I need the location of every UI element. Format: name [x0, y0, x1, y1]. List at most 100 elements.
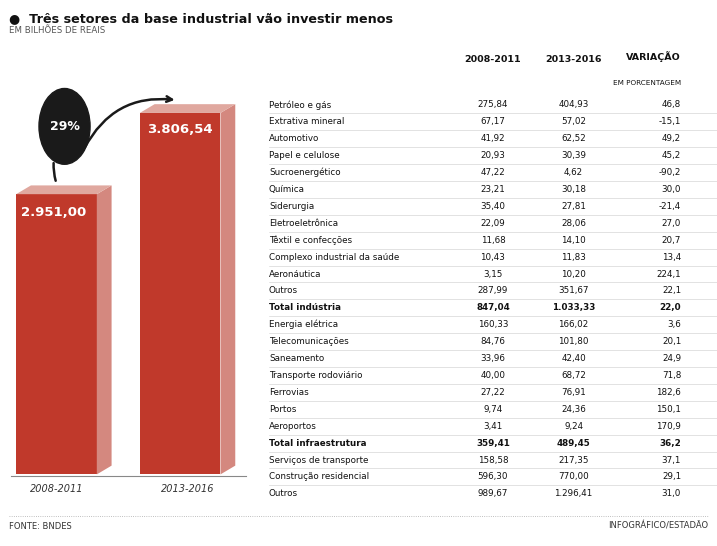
- Text: 11,83: 11,83: [561, 253, 586, 262]
- Text: 68,72: 68,72: [561, 371, 586, 380]
- Text: 45,2: 45,2: [662, 151, 681, 160]
- Polygon shape: [140, 113, 221, 474]
- Text: -90,2: -90,2: [659, 168, 681, 177]
- Text: 3,41: 3,41: [483, 422, 503, 431]
- Polygon shape: [221, 104, 235, 474]
- Text: Outros: Outros: [269, 287, 298, 295]
- Text: 49,2: 49,2: [662, 134, 681, 143]
- Text: 47,22: 47,22: [480, 168, 505, 177]
- Text: 2.951,00: 2.951,00: [21, 206, 87, 219]
- Text: 20,7: 20,7: [662, 236, 681, 245]
- Text: 847,04: 847,04: [476, 304, 510, 312]
- Text: 27,0: 27,0: [662, 219, 681, 228]
- Text: 30,0: 30,0: [662, 185, 681, 194]
- Text: EM PORCENTAGEM: EM PORCENTAGEM: [613, 80, 681, 86]
- Text: 57,02: 57,02: [561, 117, 586, 126]
- Text: 11,68: 11,68: [480, 236, 505, 245]
- Text: Portos: Portos: [269, 405, 296, 414]
- Text: Saneamento: Saneamento: [269, 354, 324, 363]
- Text: 84,76: 84,76: [480, 337, 505, 346]
- Text: 158,58: 158,58: [478, 455, 508, 465]
- Text: -21,4: -21,4: [659, 202, 681, 211]
- Text: Sucroenergético: Sucroenergético: [269, 168, 341, 177]
- Text: Energia elétrica: Energia elétrica: [269, 320, 338, 329]
- Text: 28,06: 28,06: [561, 219, 586, 228]
- Text: FONTE: BNDES: FONTE: BNDES: [9, 522, 72, 531]
- Text: Construção residencial: Construção residencial: [269, 472, 369, 482]
- Text: Petróleo e gás: Petróleo e gás: [269, 100, 331, 110]
- Text: Telecomunicações: Telecomunicações: [269, 337, 348, 346]
- Text: Siderurgia: Siderurgia: [269, 202, 314, 211]
- Text: 30,39: 30,39: [561, 151, 586, 160]
- Polygon shape: [16, 194, 97, 474]
- Polygon shape: [97, 186, 112, 474]
- Text: 23,21: 23,21: [480, 185, 505, 194]
- Text: 67,17: 67,17: [480, 117, 505, 126]
- Text: Outros: Outros: [269, 489, 298, 498]
- Text: Papel e celulose: Papel e celulose: [269, 151, 340, 160]
- Text: Complexo industrial da saúde: Complexo industrial da saúde: [269, 253, 399, 262]
- Polygon shape: [140, 104, 235, 113]
- Text: 3.806,54: 3.806,54: [147, 123, 213, 136]
- Text: 29%: 29%: [49, 120, 80, 133]
- Text: Química: Química: [269, 185, 305, 194]
- Text: Total indústria: Total indústria: [269, 304, 341, 312]
- Text: 2008-2011: 2008-2011: [29, 484, 83, 494]
- Polygon shape: [16, 186, 112, 194]
- Text: 359,41: 359,41: [476, 438, 510, 448]
- Text: 1.296,41: 1.296,41: [554, 489, 593, 498]
- Text: 27,22: 27,22: [480, 388, 505, 397]
- Text: 9,24: 9,24: [564, 422, 583, 431]
- Text: 46,8: 46,8: [662, 100, 681, 109]
- Text: Aeroportos: Aeroportos: [269, 422, 317, 431]
- Text: 22,09: 22,09: [480, 219, 505, 228]
- Text: 101,80: 101,80: [559, 337, 589, 346]
- Text: 224,1: 224,1: [657, 270, 681, 278]
- Text: Extrativa mineral: Extrativa mineral: [269, 117, 344, 126]
- Text: 217,35: 217,35: [559, 455, 589, 465]
- Text: Têxtil e confecções: Têxtil e confecções: [269, 235, 352, 245]
- Text: 42,40: 42,40: [561, 354, 586, 363]
- Text: 14,10: 14,10: [561, 236, 586, 245]
- Text: EM BILHÕES DE REAIS: EM BILHÕES DE REAIS: [9, 26, 105, 34]
- Text: 2008-2011: 2008-2011: [465, 55, 521, 64]
- Text: 596,30: 596,30: [478, 472, 508, 482]
- Text: Transporte rodoviário: Transporte rodoviário: [269, 371, 362, 380]
- Text: 20,93: 20,93: [480, 151, 505, 160]
- Text: 182,6: 182,6: [656, 388, 681, 397]
- Text: 36,2: 36,2: [660, 438, 681, 448]
- Text: 2013-2016: 2013-2016: [546, 55, 602, 64]
- Text: 24,9: 24,9: [662, 354, 681, 363]
- Text: 287,99: 287,99: [478, 287, 508, 295]
- Text: 30,18: 30,18: [561, 185, 586, 194]
- Text: 4,62: 4,62: [564, 168, 583, 177]
- Text: 40,00: 40,00: [480, 371, 505, 380]
- Text: 2013-2016: 2013-2016: [161, 484, 214, 494]
- Circle shape: [39, 88, 90, 164]
- Text: 989,67: 989,67: [478, 489, 508, 498]
- Text: 20,1: 20,1: [662, 337, 681, 346]
- Text: Ferrovias: Ferrovias: [269, 388, 308, 397]
- Text: 150,1: 150,1: [656, 405, 681, 414]
- Text: 404,93: 404,93: [559, 100, 589, 109]
- Text: 489,45: 489,45: [556, 438, 591, 448]
- Text: 24,36: 24,36: [561, 405, 586, 414]
- Text: -15,1: -15,1: [659, 117, 681, 126]
- Text: 71,8: 71,8: [662, 371, 681, 380]
- Text: 351,67: 351,67: [559, 287, 589, 295]
- Text: ●  Três setores da base industrial vão investir menos: ● Três setores da base industrial vão in…: [9, 12, 393, 25]
- Text: 1.033,33: 1.033,33: [552, 304, 595, 312]
- Text: 76,91: 76,91: [561, 388, 586, 397]
- Text: 10,43: 10,43: [480, 253, 505, 262]
- Text: 41,92: 41,92: [480, 134, 505, 143]
- Text: 22,1: 22,1: [662, 287, 681, 295]
- Text: 33,96: 33,96: [480, 354, 505, 363]
- Text: 27,81: 27,81: [561, 202, 586, 211]
- Text: 29,1: 29,1: [662, 472, 681, 482]
- Text: 170,9: 170,9: [656, 422, 681, 431]
- Text: Automotivo: Automotivo: [269, 134, 319, 143]
- Text: 160,33: 160,33: [478, 321, 508, 329]
- Text: 22,0: 22,0: [660, 304, 681, 312]
- Text: 275,84: 275,84: [478, 100, 508, 109]
- Text: 62,52: 62,52: [561, 134, 586, 143]
